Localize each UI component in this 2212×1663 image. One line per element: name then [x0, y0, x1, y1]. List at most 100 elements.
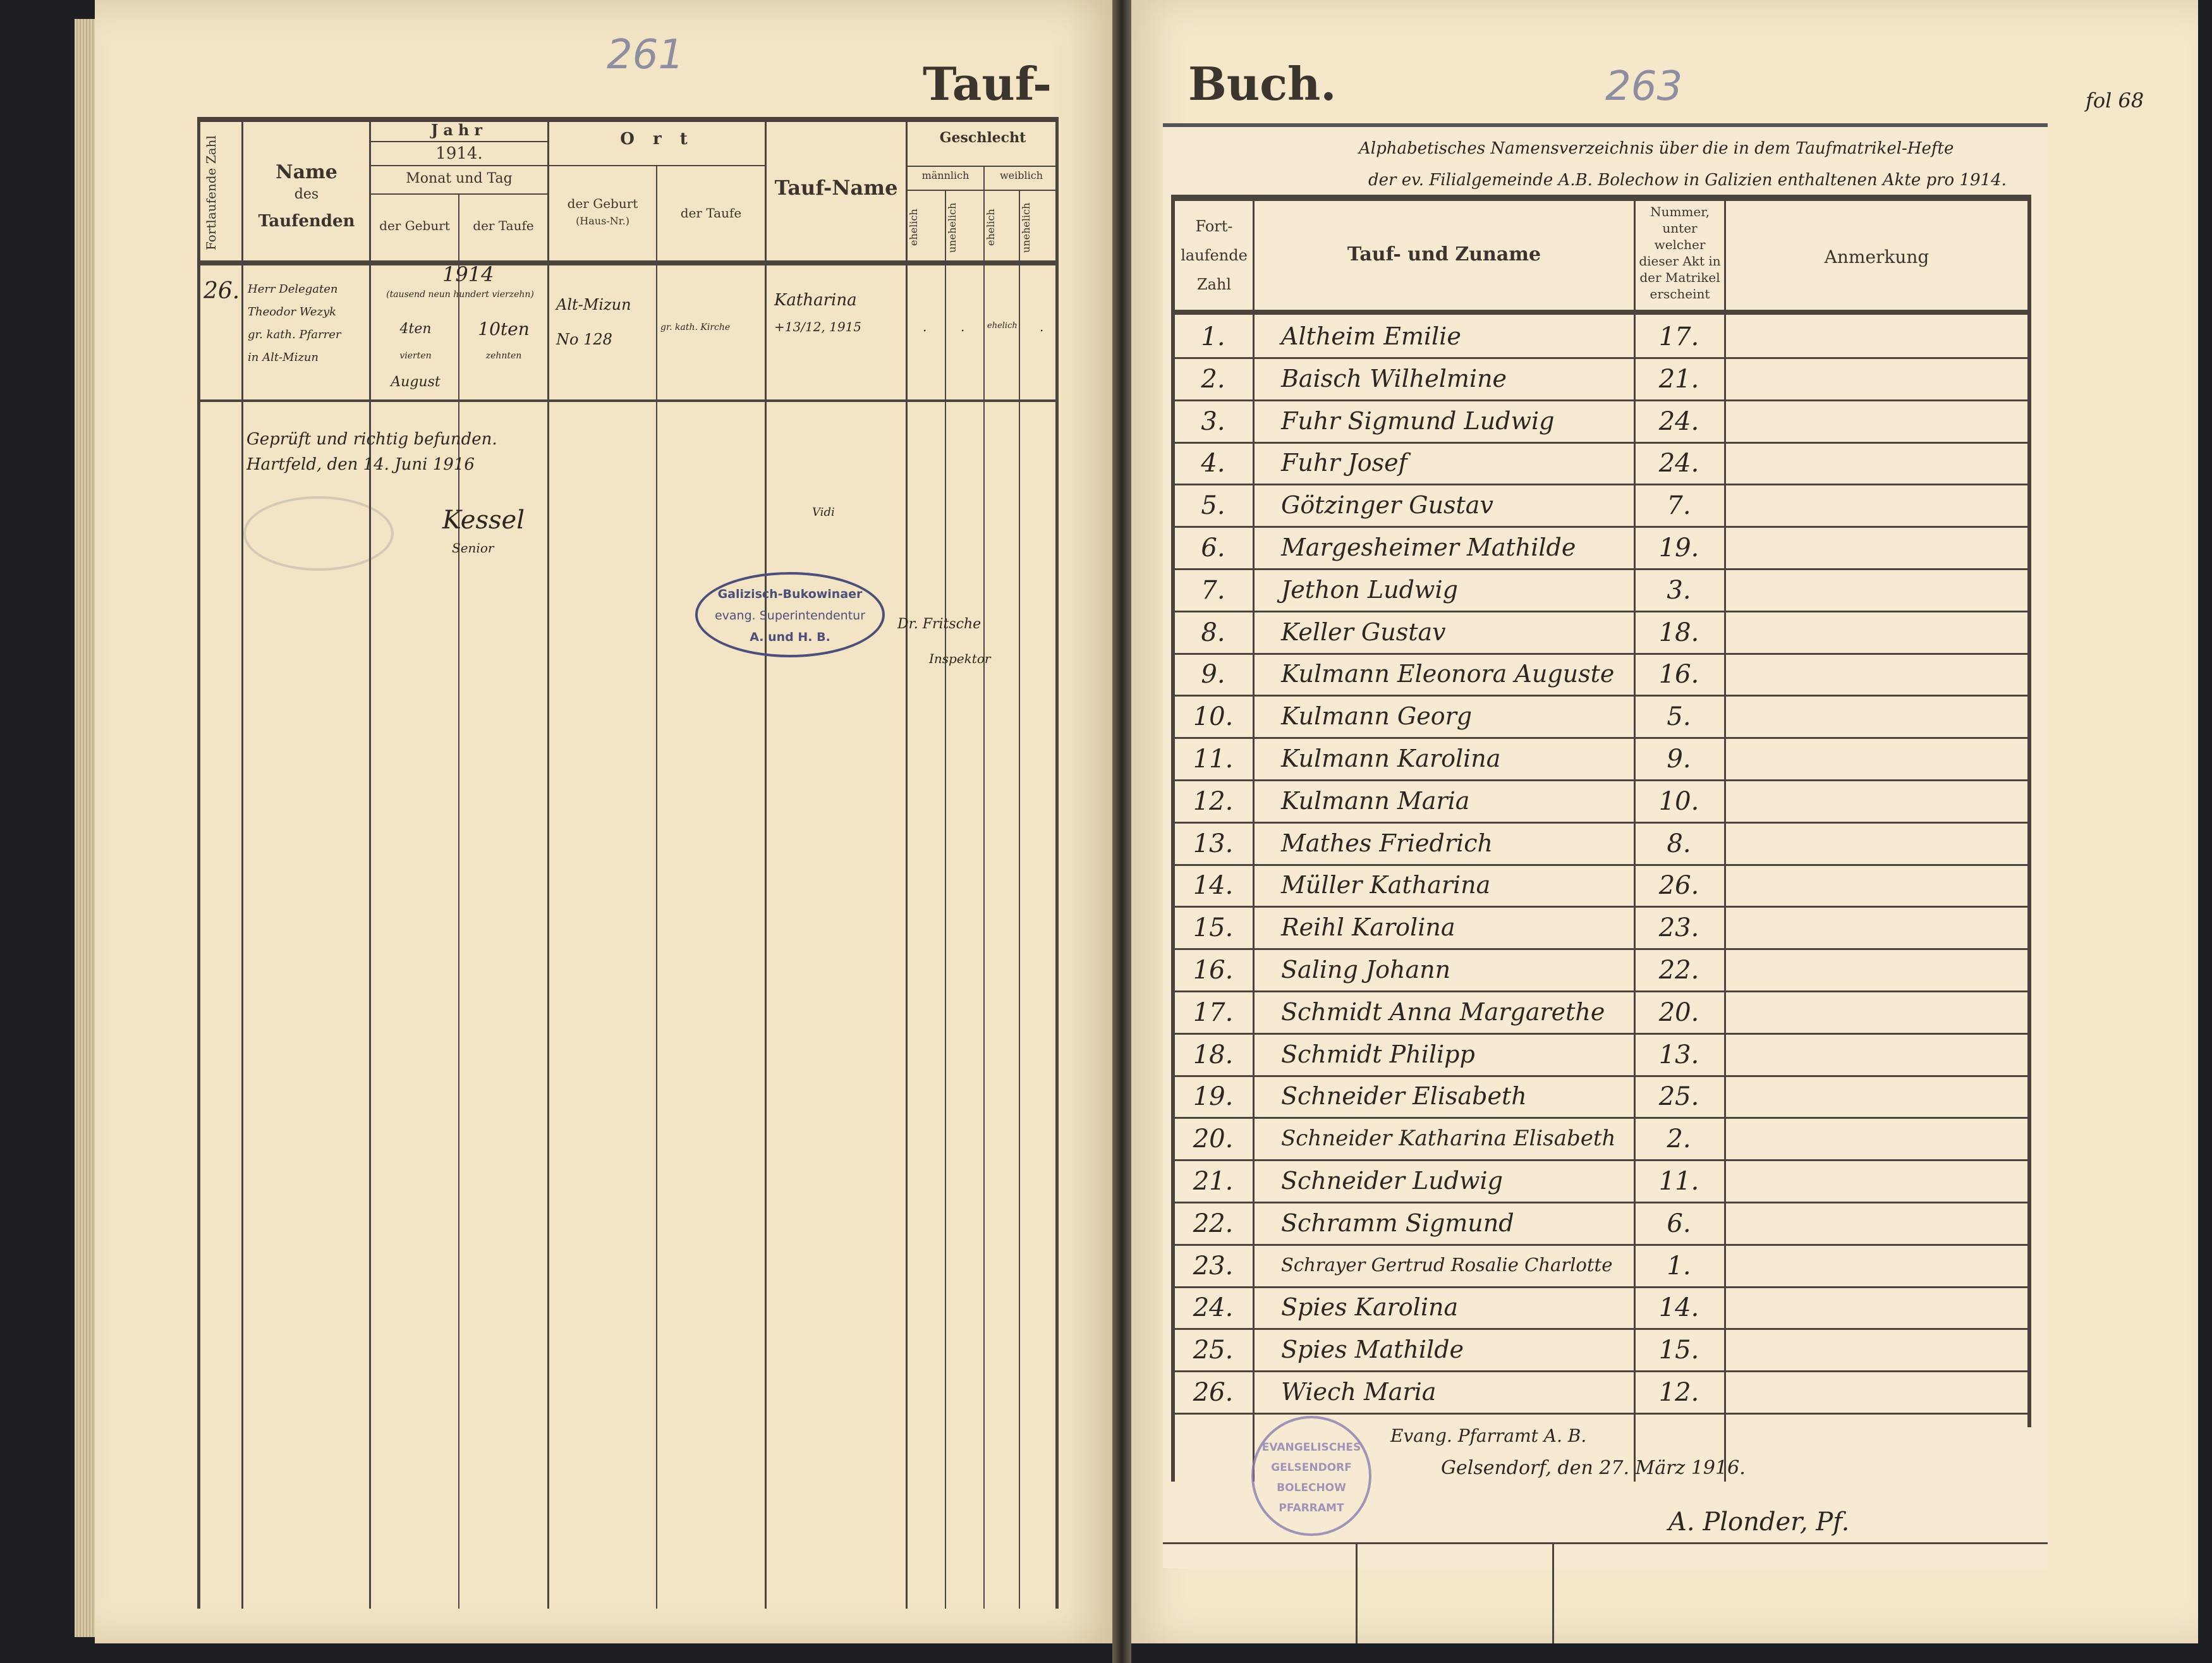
index-row: 18. Schmidt Philipp 13.	[1174, 1033, 2031, 1077]
row-matrikel-number: 10.	[1658, 786, 1699, 816]
header-house-number: (Haus-Nr.)	[576, 215, 629, 227]
header-date-baptism: der Taufe	[473, 218, 534, 233]
row-number: 7.	[1201, 575, 1225, 605]
row-matrikel-number: 24.	[1658, 449, 1699, 478]
row-name: Schmidt Philipp	[1281, 1040, 1475, 1068]
index-row: 17. Schmidt Anna Margarethe 20.	[1174, 990, 2031, 1035]
row-matrikel-number: 24.	[1658, 406, 1699, 436]
row-number: 18.	[1193, 1040, 1234, 1069]
entry-birth-day-words: vierten	[399, 351, 432, 361]
row-number: 14.	[1193, 871, 1234, 901]
index-row: 12. Kulmann Maria 10.	[1174, 779, 2031, 824]
header-des: des	[294, 186, 319, 202]
header-unehelich-f: unehelich	[1020, 202, 1032, 253]
row-name: Kulmann Karolina	[1281, 745, 1501, 772]
index-row: 26. Wiech Maria 12.	[1174, 1370, 2031, 1415]
folio-number: fol 68	[2086, 88, 2144, 113]
row-number: 16.	[1193, 956, 1234, 985]
index-row: 16. Saling Johann 22.	[1174, 948, 2031, 992]
stamp-line: Galizisch-Bukowinaer	[717, 587, 863, 601]
entry-birth-place: Alt-Mizun No 128	[556, 288, 631, 357]
row-number: 20.	[1193, 1124, 1234, 1154]
entry-year-words: (tausend neun hundert vierzehn)	[386, 289, 534, 300]
closing-place-date: Gelsendorf, den 27. März 1916.	[1441, 1457, 1746, 1479]
index-heading-line1: Alphabetisches Namensverzeichnis über di…	[1359, 139, 1954, 158]
entry-sex-mark: ehelich	[987, 321, 1018, 331]
header-tauf-und-zuname: Tauf- und Zuname	[1347, 243, 1541, 265]
senior-title: Senior	[452, 540, 494, 556]
index-row: 6. Margesheimer Mathilde 19.	[1174, 526, 2031, 570]
row-matrikel-number: 7.	[1667, 491, 1691, 521]
entry-house-number: No 128	[556, 331, 612, 348]
row-matrikel-number: 5.	[1667, 702, 1691, 732]
row-number: 4.	[1201, 449, 1225, 478]
row-matrikel-number: 1.	[1667, 1251, 1691, 1281]
entry-year: 1914	[442, 262, 494, 286]
entry-baptism-day: 10ten	[478, 319, 530, 339]
row-number: 1.	[1201, 322, 1225, 351]
index-row: 25. Spies Mathilde 15.	[1174, 1328, 2031, 1373]
row-matrikel-number: 20.	[1658, 997, 1699, 1027]
row-number: 13.	[1193, 829, 1234, 858]
index-row: 24. Spies Karolina 14.	[1174, 1286, 2031, 1331]
header-place-birth: der Geburt	[567, 196, 638, 211]
row-name: Wiech Maria	[1281, 1378, 1437, 1406]
pastor-signature: A. Plonder, Pf.	[1668, 1508, 1850, 1537]
entry-birth-day: 4ten	[399, 321, 432, 337]
index-row: 9. Kulmann Eleonora Auguste 16.	[1174, 652, 2031, 697]
row-matrikel-number: 23.	[1658, 913, 1699, 943]
index-row: 21. Schneider Ludwig 11.	[1174, 1159, 2031, 1203]
row-matrikel-number: 9.	[1667, 745, 1691, 774]
page-title-right: Buch.	[1188, 57, 1337, 111]
parish-stamp: EVANGELISCHES GELSENDORF BOLECHOW PFARRA…	[1251, 1416, 1371, 1536]
entry-parents-line: in Alt-Mizun	[248, 351, 319, 364]
senior-signature: Kessel	[442, 506, 525, 535]
faded-stamp	[243, 496, 394, 571]
header-ehelich-m: ehelich	[908, 209, 920, 247]
row-matrikel-number: 6.	[1667, 1209, 1691, 1238]
row-matrikel-number: 26.	[1658, 871, 1699, 901]
row-matrikel-number: 16.	[1658, 660, 1699, 690]
row-number: 3.	[1201, 406, 1225, 436]
row-matrikel-number: 18.	[1658, 618, 1699, 647]
row-matrikel-number: 3.	[1667, 575, 1691, 605]
entry-parents-line: gr. kath. Pfarrer	[248, 328, 341, 341]
header-anmerkung: Anmerkung	[1824, 247, 1929, 267]
stamp-line: evang. Superintendentur	[714, 609, 866, 623]
closing-parish: Evang. Pfarramt A. B.	[1390, 1425, 1587, 1446]
row-name: Saling Johann	[1281, 956, 1451, 984]
row-matrikel-number: 17.	[1658, 322, 1699, 351]
row-matrikel-number: 15.	[1658, 1336, 1699, 1365]
row-name: Altheim Emilie	[1281, 322, 1461, 350]
index-row: 15. Reihl Karolina 23.	[1174, 906, 2031, 951]
row-name: Keller Gustav	[1281, 618, 1446, 646]
header-ort: O r t	[620, 130, 694, 149]
row-name: Mathes Friedrich	[1281, 829, 1493, 857]
row-number: 8.	[1201, 618, 1225, 647]
page-number-right: 263	[1605, 63, 1683, 110]
header-name: Name	[276, 161, 337, 183]
entry-baptism-day-words: zehnten	[485, 351, 522, 361]
row-name: Schramm Sigmund	[1281, 1209, 1514, 1237]
entry-baptism-place: gr. kath. Kirche	[660, 322, 731, 332]
row-number: 11.	[1193, 745, 1234, 774]
index-row: 7. Jethon Ludwig 3.	[1174, 568, 2031, 612]
row-name: Margesheimer Mathilde	[1281, 533, 1576, 561]
header-maennlich: männlich	[921, 169, 969, 181]
book-gutter	[1112, 0, 1131, 1663]
header-weiblich: weiblich	[999, 169, 1043, 181]
header-tauf-name: Tauf-Name	[774, 176, 898, 200]
row-number: 23.	[1193, 1251, 1234, 1281]
index-row: 23. Schrayer Gertrud Rosalie Charlotte 1.	[1174, 1244, 2031, 1288]
row-number: 22.	[1193, 1209, 1234, 1238]
row-name: Müller Katharina	[1281, 871, 1491, 899]
row-name: Jethon Ludwig	[1281, 575, 1458, 604]
header-year-value: 1914.	[435, 144, 483, 163]
row-name: Schrayer Gertrud Rosalie Charlotte	[1281, 1254, 1613, 1276]
entry-death-note: +13/12, 1915	[774, 319, 862, 334]
row-name: Baisch Wilhelmine	[1281, 364, 1507, 393]
index-heading-line2: der ev. Filialgemeinde A.B. Bolechow in …	[1368, 171, 2007, 190]
row-number: 5.	[1201, 491, 1225, 521]
row-number: 17.	[1193, 997, 1234, 1027]
entry-sex-mark: .	[961, 319, 965, 334]
